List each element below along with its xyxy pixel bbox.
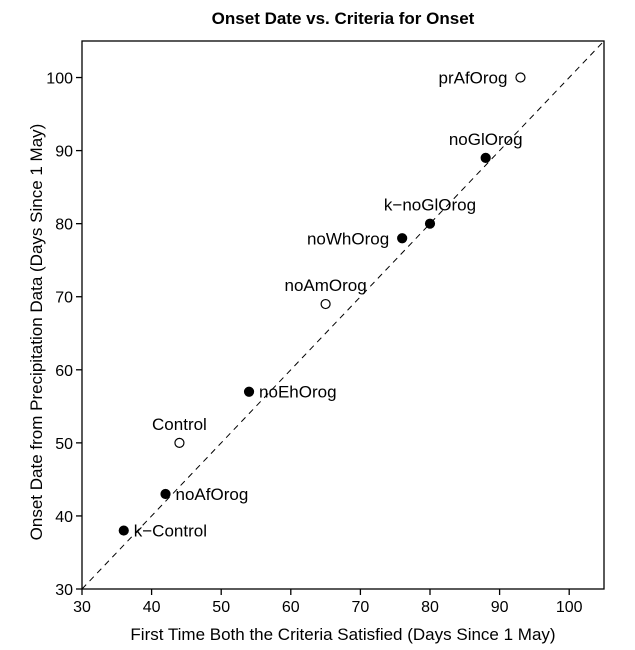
x-tick-label: 70: [352, 599, 370, 616]
point-label: noEhOrog: [259, 383, 337, 402]
data-point: [160, 488, 171, 500]
point-label: noWhOrog: [307, 229, 389, 248]
point-label: prAfOrog: [438, 69, 507, 88]
chart-title: Onset Date vs. Criteria for Onset: [212, 9, 475, 28]
x-tick-label: 100: [556, 599, 583, 616]
data-point: [174, 437, 185, 448]
point-label: k−Control: [134, 522, 207, 541]
data-point: [397, 233, 408, 244]
data-point: [515, 72, 526, 83]
y-tick-label: 30: [55, 582, 73, 599]
point-label: noAfOrog: [176, 485, 249, 504]
x-tick-label: 80: [421, 599, 439, 616]
data-point: [424, 218, 436, 229]
point-label: noAmOrog: [284, 276, 366, 295]
x-tick-label: 60: [282, 599, 300, 616]
y-tick-label: 60: [55, 363, 73, 380]
y-tick-label: 80: [55, 217, 73, 234]
data-point: [320, 298, 331, 310]
x-tick-label: 30: [73, 599, 91, 616]
one-to-one-line: [81, 40, 605, 590]
plot-area: 30 40 50 60 70 80 90 100 30 40 50 60 70 80 90 100 k−Cont…: [46, 40, 605, 616]
data-point: [118, 525, 129, 536]
y-tick-label: 50: [55, 436, 73, 453]
point-label: noGlOrog: [449, 130, 523, 149]
x-tick-label: 90: [491, 599, 509, 616]
data-point: [480, 152, 491, 164]
y-tick-label: 70: [55, 290, 73, 307]
y-tick-label: 90: [55, 144, 73, 161]
x-tick-label: 50: [212, 599, 230, 616]
x-tick-label: 40: [143, 599, 161, 616]
y-tick-label: 100: [46, 71, 73, 88]
data-point: [243, 386, 255, 397]
point-label: k−noGlOrog: [384, 196, 476, 215]
y-tick-label: 40: [55, 509, 73, 526]
y-axis-label: Onset Date from Precipitation Data (Days…: [27, 124, 46, 541]
point-label: Control: [152, 415, 207, 434]
x-axis-label: First Time Both the Criteria Satisfied (…: [130, 625, 555, 644]
plot-frame: [81, 40, 605, 590]
